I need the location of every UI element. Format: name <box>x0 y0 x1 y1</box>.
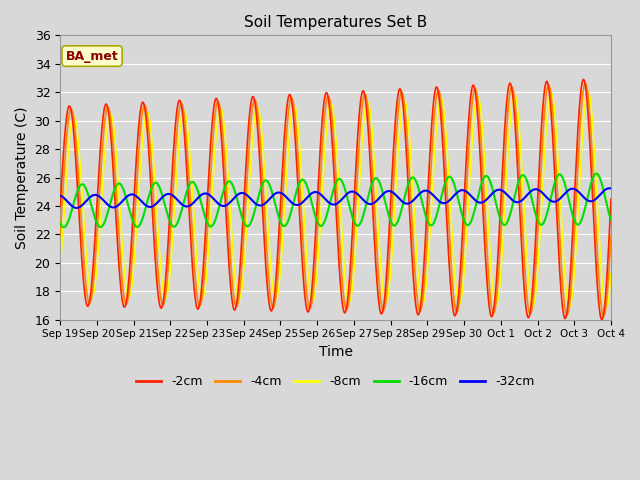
-2cm <box>537 134 545 140</box>
-2cm <box>598 317 605 323</box>
-8cm <box>596 254 604 260</box>
-4cm <box>119 286 127 292</box>
-2cm <box>119 301 127 307</box>
-32cm <box>607 186 615 192</box>
-8cm <box>607 270 615 276</box>
-32cm <box>596 192 604 197</box>
-4cm <box>582 80 589 86</box>
-2cm <box>268 308 275 314</box>
-8cm <box>584 88 592 94</box>
Line: -4cm: -4cm <box>60 83 611 316</box>
-16cm <box>607 216 615 222</box>
Line: -16cm: -16cm <box>60 174 611 228</box>
-2cm <box>607 196 615 202</box>
-4cm <box>56 233 64 239</box>
Text: BA_met: BA_met <box>66 49 118 62</box>
-32cm <box>152 201 160 207</box>
-4cm <box>596 295 604 300</box>
-2cm <box>56 203 64 209</box>
-8cm <box>152 191 159 196</box>
Line: -8cm: -8cm <box>60 91 611 308</box>
-16cm <box>152 180 160 186</box>
-4cm <box>268 300 275 306</box>
-16cm <box>593 171 600 177</box>
Y-axis label: Soil Temperature (C): Soil Temperature (C) <box>15 106 29 249</box>
-4cm <box>291 116 299 121</box>
-16cm <box>596 177 604 183</box>
-16cm <box>56 220 64 226</box>
-8cm <box>119 252 127 257</box>
-32cm <box>56 193 64 199</box>
-32cm <box>537 189 545 194</box>
-8cm <box>268 272 275 277</box>
-32cm <box>292 202 300 208</box>
Legend: -2cm, -4cm, -8cm, -16cm, -32cm: -2cm, -4cm, -8cm, -16cm, -32cm <box>131 370 540 393</box>
-32cm <box>119 197 127 203</box>
-16cm <box>268 188 275 193</box>
-8cm <box>602 305 610 311</box>
-8cm <box>537 217 545 223</box>
-16cm <box>292 192 300 198</box>
-2cm <box>596 313 604 319</box>
X-axis label: Time: Time <box>319 345 353 359</box>
-4cm <box>607 232 615 238</box>
Line: -32cm: -32cm <box>60 188 611 208</box>
Title: Soil Temperatures Set B: Soil Temperatures Set B <box>244 15 428 30</box>
-8cm <box>56 264 64 270</box>
-2cm <box>580 76 588 82</box>
-16cm <box>119 186 127 192</box>
Line: -2cm: -2cm <box>60 79 611 320</box>
-32cm <box>268 194 275 200</box>
-32cm <box>605 185 613 191</box>
-8cm <box>291 104 299 110</box>
-2cm <box>291 137 299 143</box>
-4cm <box>152 233 159 239</box>
-16cm <box>537 222 545 228</box>
-4cm <box>600 313 607 319</box>
-2cm <box>152 263 159 269</box>
-16cm <box>60 225 68 230</box>
-4cm <box>537 169 545 175</box>
-32cm <box>73 205 81 211</box>
